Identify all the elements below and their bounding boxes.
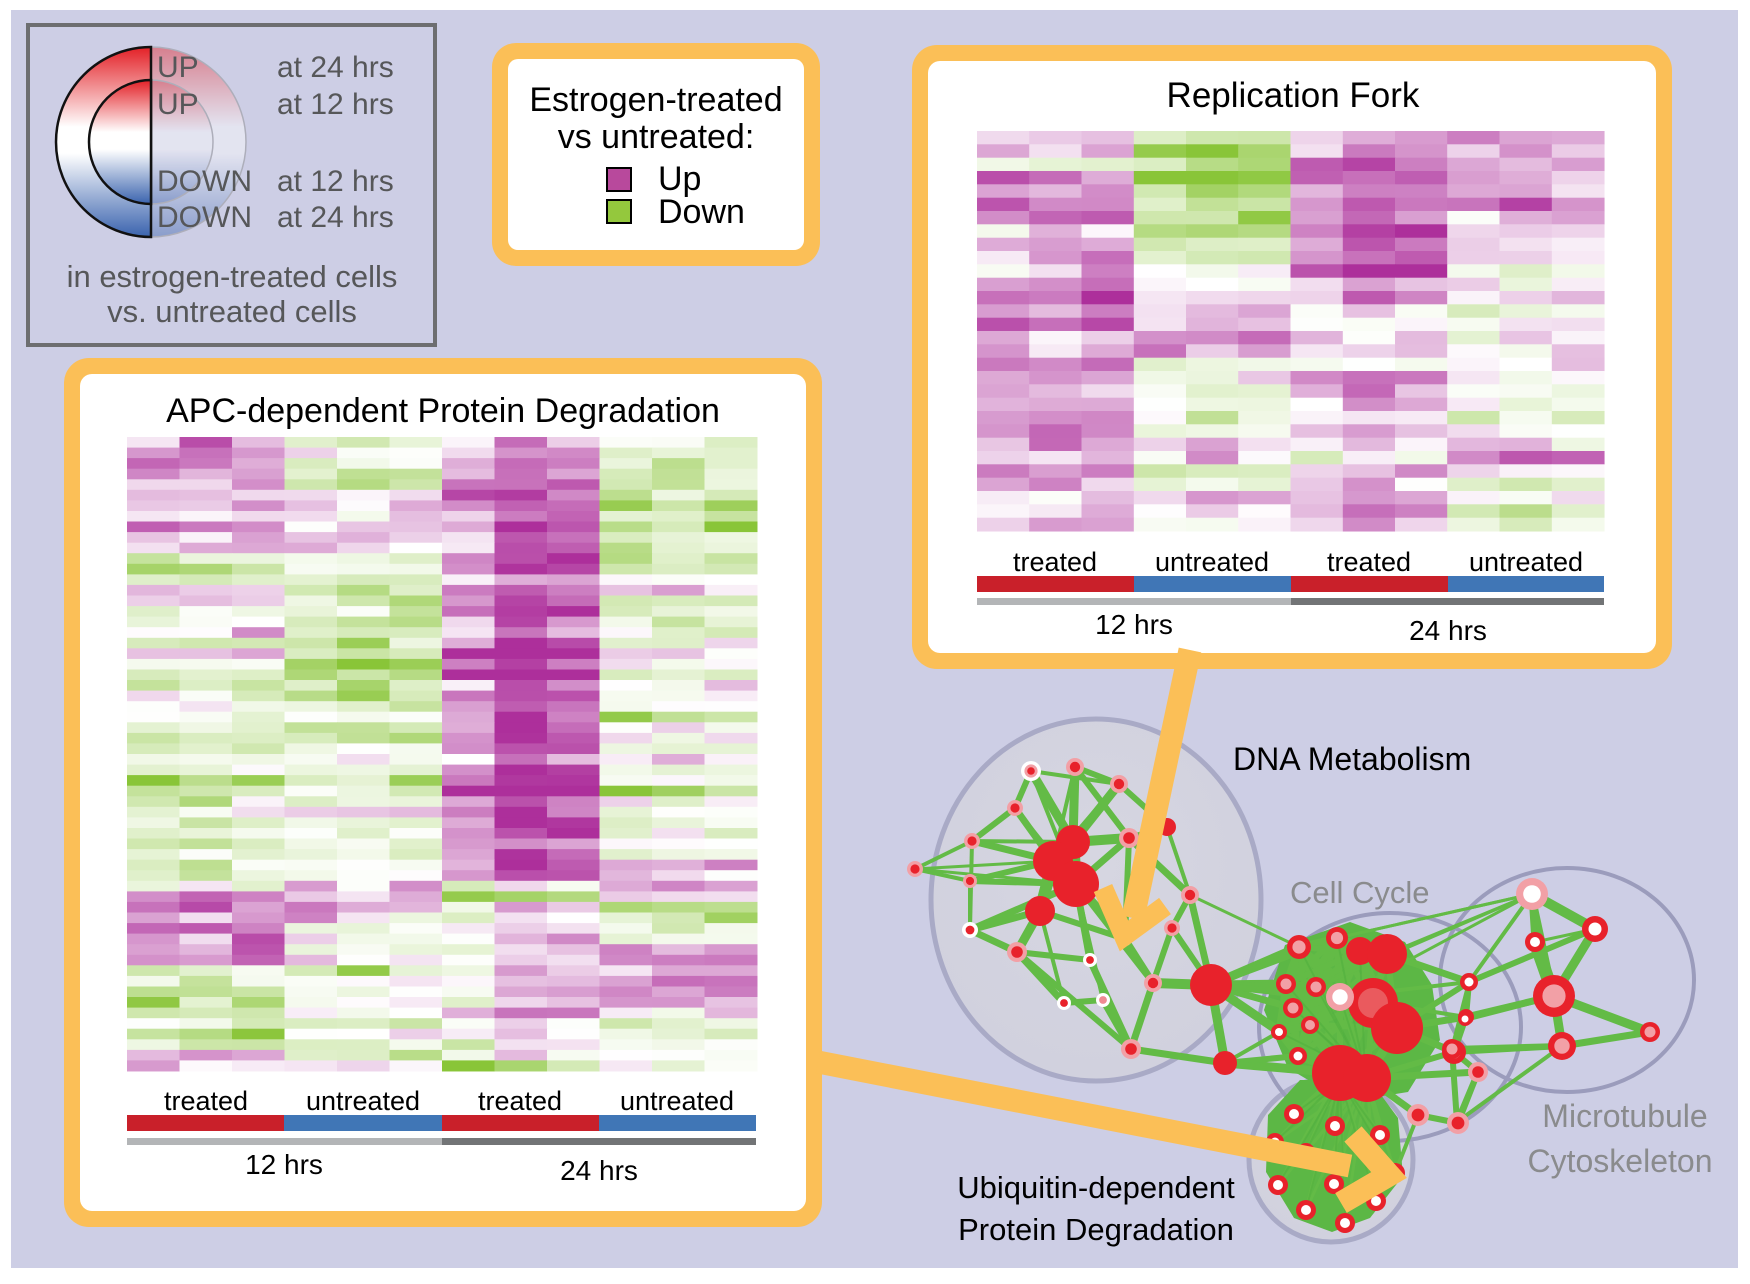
svg-text:Microtubule: Microtubule [1542, 1098, 1707, 1134]
svg-text:untreated: untreated [620, 1086, 734, 1116]
svg-text:Ubiquitin-dependent: Ubiquitin-dependent [957, 1170, 1235, 1205]
svg-text:Down: Down [658, 193, 745, 231]
svg-text:APC-dependent Protein Degradat: APC-dependent Protein Degradation [166, 392, 720, 430]
svg-text:24 hrs: 24 hrs [560, 1155, 638, 1186]
svg-text:untreated: untreated [1469, 547, 1583, 577]
svg-text:untreated: untreated [1155, 547, 1269, 577]
svg-text:DOWN: DOWN [157, 165, 252, 198]
svg-text:Cytoskeleton: Cytoskeleton [1528, 1143, 1713, 1179]
svg-text:at 12 hrs: at 12 hrs [277, 88, 394, 121]
svg-text:12 hrs: 12 hrs [245, 1149, 323, 1180]
svg-text:at 24 hrs: at 24 hrs [277, 201, 394, 234]
svg-text:treated: treated [1013, 547, 1097, 577]
svg-text:vs. untreated cells: vs. untreated cells [107, 294, 357, 329]
svg-text:untreated: untreated [306, 1086, 420, 1116]
svg-text:Replication Fork: Replication Fork [1167, 76, 1420, 115]
svg-text:12 hrs: 12 hrs [1095, 609, 1173, 640]
svg-text:in estrogen-treated cells: in estrogen-treated cells [67, 259, 398, 294]
svg-text:DNA Metabolism: DNA Metabolism [1233, 741, 1471, 777]
svg-text:Cell Cycle: Cell Cycle [1290, 875, 1430, 910]
svg-text:vs untreated:: vs untreated: [558, 118, 755, 156]
svg-text:24 hrs: 24 hrs [1409, 615, 1487, 646]
svg-text:Estrogen-treated: Estrogen-treated [529, 81, 782, 119]
svg-text:UP: UP [157, 51, 199, 84]
svg-text:treated: treated [478, 1086, 562, 1116]
svg-text:Protein Degradation: Protein Degradation [958, 1212, 1234, 1247]
svg-text:at 24 hrs: at 24 hrs [277, 51, 394, 84]
svg-text:treated: treated [1327, 547, 1411, 577]
svg-text:DOWN: DOWN [157, 201, 252, 234]
svg-text:Up: Up [658, 160, 701, 198]
svg-text:UP: UP [157, 88, 199, 121]
svg-text:at 12 hrs: at 12 hrs [277, 165, 394, 198]
svg-text:treated: treated [164, 1086, 248, 1116]
